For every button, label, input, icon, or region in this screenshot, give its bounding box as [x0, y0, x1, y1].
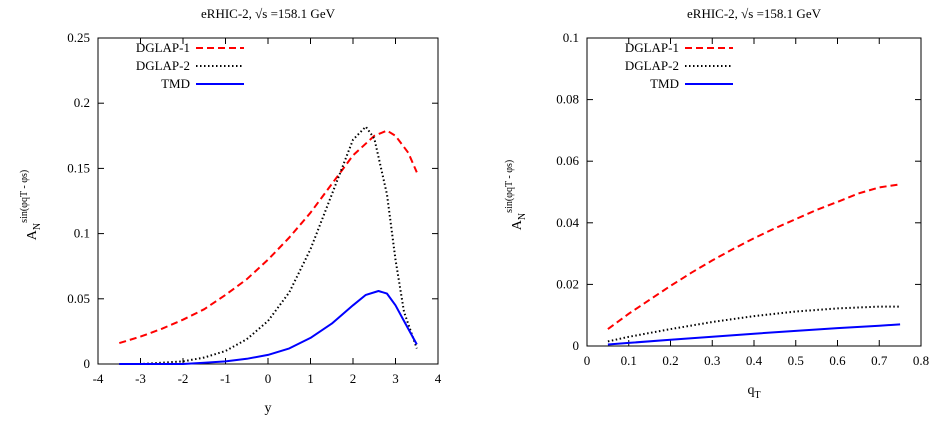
- legend-label: DGLAP-1: [136, 40, 190, 55]
- y-axis-label: ANsin(φqT - φs): [504, 160, 528, 230]
- x-tick-label: -2: [178, 371, 189, 386]
- left-panel: -4 -3 -2 -1 0 1 2 3 4 0 0.05 0.1 0.15 0.2 0.25 eRHIC-2,…: [19, 6, 442, 416]
- legend-label: DGLAP-1: [625, 40, 679, 55]
- x-tick-label: -1: [220, 371, 231, 386]
- x-tick-label: 1: [307, 371, 314, 386]
- series-line-dglap-2: [607, 305, 901, 343]
- x-axis-label: y: [265, 401, 272, 416]
- x-tick-label: 0.5: [788, 353, 804, 368]
- legend-label: TMD: [650, 76, 679, 91]
- x-tick-label: 0.4: [746, 353, 763, 368]
- series-line-tmd: [607, 323, 901, 346]
- chart-title: eRHIC-2, √s =158.1 GeV: [687, 6, 822, 21]
- x-tick-label: 0.7: [871, 353, 888, 368]
- x-tick-label: 0.1: [621, 353, 637, 368]
- x-tick-label: 2: [350, 371, 357, 386]
- x-tick-label: 0: [265, 371, 272, 386]
- y-axis-label: ANsin(φqT - φs): [19, 170, 43, 240]
- plot-frame: [586, 37, 922, 347]
- chart-title: eRHIC-2, √s =158.1 GeV: [201, 6, 336, 21]
- x-tick-label: 4: [435, 371, 442, 386]
- y-tick-label: 0: [84, 356, 91, 371]
- series-line-dglap-2: [119, 125, 418, 365]
- legend-label: TMD: [161, 76, 190, 91]
- x-tick-label: 0.8: [913, 353, 929, 368]
- x-tick-label: 0.3: [704, 353, 720, 368]
- x-axis-label: qT: [747, 383, 760, 401]
- x-tick-label: 0.6: [829, 353, 846, 368]
- series-line-dglap-1: [607, 183, 901, 330]
- right-panel: 0 0.1 0.2 0.3 0.4 0.5 0.6 0.7 0.8 0 0.02 0.04 0.06 0.…: [504, 6, 929, 401]
- y-tick-label: 0: [573, 338, 580, 353]
- legend-label: DGLAP-2: [625, 58, 679, 73]
- plot-frame: [97, 37, 439, 365]
- legend-label: DGLAP-2: [136, 58, 190, 73]
- y-tick-label: 0.02: [556, 276, 579, 291]
- y-tick-label: 0.1: [563, 30, 579, 45]
- y-tick-label: 0.2: [74, 95, 90, 110]
- y-tick-label: 0.15: [67, 160, 90, 175]
- y-tick-label: 0.08: [556, 92, 579, 107]
- y-tick-label: 0.1: [74, 226, 90, 241]
- y-tick-label: 0.05: [67, 291, 90, 306]
- series-line-tmd: [119, 290, 418, 365]
- series-line-dglap-1: [119, 129, 418, 345]
- x-tick-label: 3: [392, 371, 399, 386]
- x-tick-label: -4: [93, 371, 104, 386]
- y-tick-label: 0.06: [556, 153, 579, 168]
- x-tick-label: -3: [135, 371, 146, 386]
- x-tick-label: 0.2: [662, 353, 678, 368]
- x-tick-label: 0: [584, 353, 591, 368]
- y-tick-label: 0.04: [556, 215, 579, 230]
- y-tick-label: 0.25: [67, 30, 90, 45]
